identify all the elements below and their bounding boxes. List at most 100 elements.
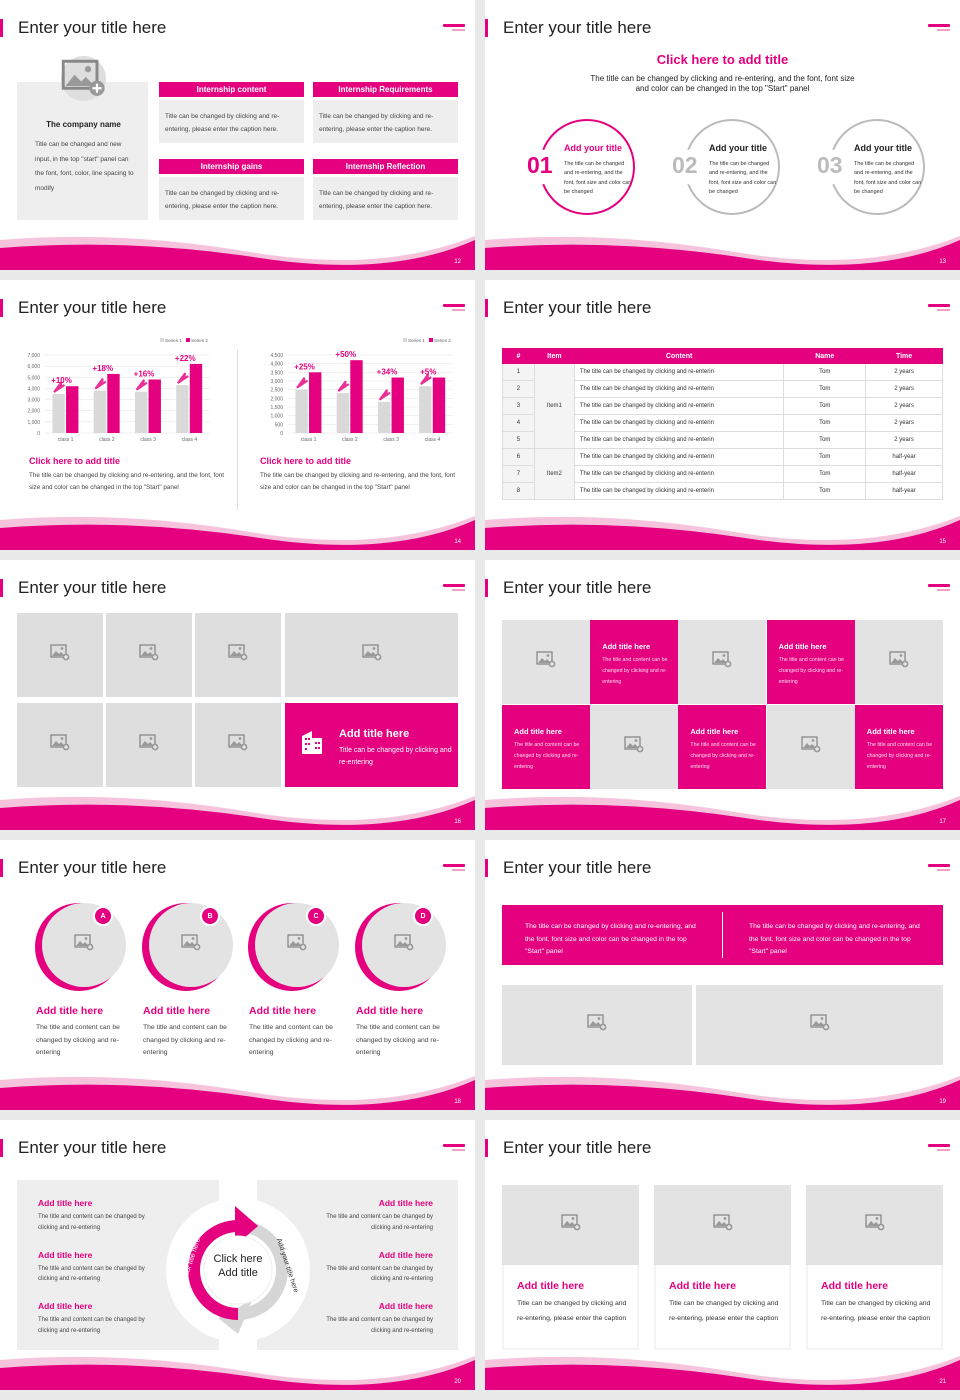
card-body: [808, 1265, 941, 1348]
column-header[interactable]: #: [502, 348, 535, 364]
card-text: Title can be changed by clicking and re-…: [517, 1300, 627, 1322]
image-placeholder[interactable]: [149, 903, 233, 987]
image-placeholder[interactable]: [502, 620, 590, 704]
text-tile[interactable]: [854, 705, 943, 789]
table-row[interactable]: 1 Item1 The title can be changed by clicki…: [502, 363, 943, 449]
box-body: [313, 100, 458, 143]
image-placeholder[interactable]: [106, 613, 192, 697]
cell-time: half-year: [865, 465, 943, 483]
slide-19[interactable]: Enter your title here The title can be ch…: [485, 840, 960, 1110]
slide-title[interactable]: Enter your title here: [18, 1138, 167, 1157]
tile-text: The title and content can be changed by …: [602, 657, 668, 685]
text-tile[interactable]: [766, 620, 855, 704]
growth-annotation: +34%: [377, 368, 398, 377]
slide-16[interactable]: Enter your title here Add title here Title…: [0, 560, 475, 830]
logo: [443, 864, 465, 872]
slide-title[interactable]: Enter your title here: [503, 298, 652, 317]
image-placeholder[interactable]: [502, 985, 692, 1065]
slide-title[interactable]: Enter your title here: [503, 18, 652, 37]
table-row[interactable]: 3 The title can be changed by clicking an…: [502, 397, 943, 415]
bar-series-2: [148, 379, 161, 433]
y-tick-label: 5,000: [27, 375, 40, 381]
y-tick-label: 4,500: [270, 353, 283, 359]
image-placeholder[interactable]: [362, 903, 446, 987]
table-row[interactable]: 5 The title can be changed by clicking an…: [502, 431, 943, 449]
item-title: Add title here: [378, 1198, 433, 1208]
image-placeholder[interactable]: [766, 705, 855, 789]
slide-15[interactable]: Enter your title here # Item Content Name Tim…: [485, 280, 960, 550]
slide-title[interactable]: Enter your title here: [18, 858, 167, 877]
legend-label: Series 2: [434, 338, 451, 343]
column-header[interactable]: Name: [783, 348, 867, 364]
image-add-icon: [587, 1014, 607, 1036]
table-row[interactable]: 8 The title can be changed by clicking an…: [502, 482, 943, 500]
image-add-icon: [889, 651, 909, 673]
text-tile[interactable]: [502, 705, 590, 789]
slide-title[interactable]: Enter your title here: [18, 298, 167, 317]
box-body: [313, 177, 458, 220]
y-tick-label: 3,000: [27, 398, 40, 404]
image-add-icon: [560, 1214, 581, 1236]
cell-time: 2 years: [865, 431, 943, 449]
image-placeholder[interactable]: [285, 613, 458, 697]
slide-20[interactable]: Enter your title here Add title here The t…: [0, 1120, 475, 1390]
item-title: Add title here: [38, 1198, 93, 1208]
text-tile[interactable]: [590, 620, 679, 704]
image-placeholder[interactable]: [590, 705, 679, 789]
cell-index: 4: [502, 414, 535, 432]
page-number: 21: [939, 1379, 946, 1385]
image-add-icon: [181, 934, 201, 956]
bar-series-2: [391, 377, 404, 433]
image-placeholder[interactable]: [678, 620, 767, 704]
banner-text: The title can be changed by clicking and…: [525, 923, 696, 955]
text-tile[interactable]: [678, 705, 767, 789]
table-row[interactable]: 6 Item2 The title can be changed by clicki…: [502, 448, 943, 500]
cell-content: The title can be changed by clicking and…: [573, 482, 785, 500]
slide-title[interactable]: Enter your title here: [503, 578, 652, 597]
slide-13[interactable]: Enter your title here Click here to add t…: [485, 0, 960, 270]
column-header[interactable]: Item: [533, 348, 575, 364]
slide-18[interactable]: Enter your title here A Add title here The …: [0, 840, 475, 1110]
image-placeholder[interactable]: [17, 703, 103, 787]
item-text: The title and content can be changed by …: [143, 1024, 227, 1057]
slide-title[interactable]: Enter your title here: [503, 1138, 652, 1157]
tile-text: The title and content can be changed by …: [866, 742, 933, 770]
page-number: 13: [939, 259, 946, 265]
image-placeholder[interactable]: [195, 613, 281, 697]
image-placeholder[interactable]: [502, 1185, 639, 1265]
box-text: Title can be changed by clicking and re-…: [165, 190, 280, 210]
bar-series-1: [419, 386, 432, 433]
image-placeholder[interactable]: [854, 620, 943, 704]
slide-title[interactable]: Enter your title here: [503, 858, 652, 877]
slide-title[interactable]: Enter your title here: [18, 578, 167, 597]
card-title: Add title here: [821, 1280, 889, 1292]
growth-annotation: +22%: [175, 354, 196, 363]
y-tick-label: 0: [280, 431, 283, 437]
box-body: [159, 177, 304, 220]
image-placeholder[interactable]: [806, 1185, 943, 1265]
image-add-icon[interactable]: [61, 56, 106, 101]
slide-title[interactable]: Enter your title here: [18, 18, 167, 37]
logo: [928, 864, 950, 872]
decorative-wave: [485, 1076, 960, 1110]
slide-12[interactable]: Enter your title here The company name Tit…: [0, 0, 475, 270]
column-header[interactable]: Content: [573, 348, 785, 364]
image-placeholder[interactable]: [106, 703, 192, 787]
image-placeholder[interactable]: [654, 1185, 791, 1265]
column-header[interactable]: Time: [865, 348, 943, 364]
slide-17[interactable]: Enter your title here Add title here The t…: [485, 560, 960, 830]
banner-text: The title can be changed by clicking and…: [749, 923, 920, 955]
image-placeholder[interactable]: [255, 903, 339, 987]
image-placeholder[interactable]: [195, 703, 281, 787]
table-row[interactable]: 7 The title can be changed by clicking an…: [502, 465, 943, 483]
decorative-wave: [485, 236, 960, 270]
image-placeholder[interactable]: [17, 613, 103, 697]
image-add-icon: [809, 1014, 830, 1036]
slide-14[interactable]: Enter your title here 0 1,000 2,000 3,000 4,0…: [0, 280, 475, 550]
cell-name: Tom: [783, 465, 867, 483]
image-placeholder[interactable]: [42, 903, 126, 987]
image-placeholder[interactable]: [696, 985, 943, 1065]
image-add-icon: [712, 651, 732, 673]
slide-21[interactable]: Enter your title here Add title here Title…: [485, 1120, 960, 1390]
page-number: 20: [454, 1379, 461, 1385]
